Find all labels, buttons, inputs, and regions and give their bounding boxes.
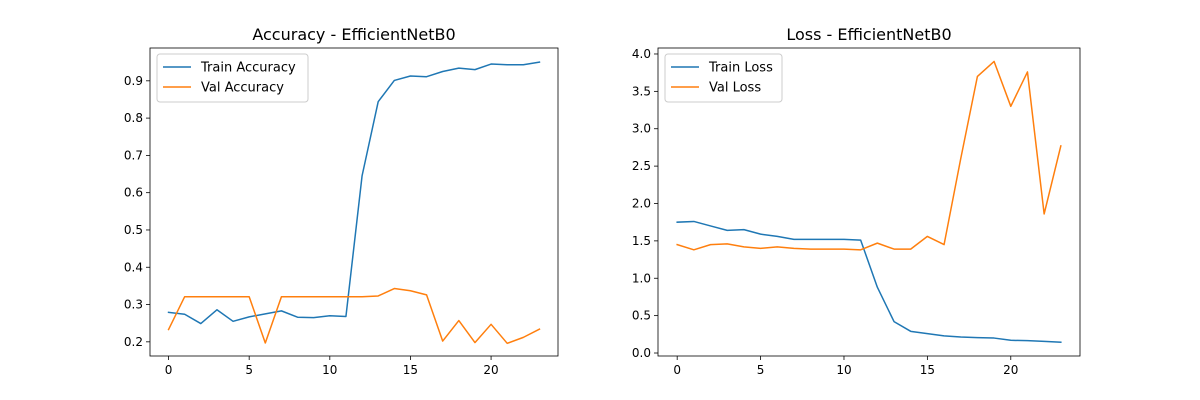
y-tick-label: 3.0 xyxy=(632,122,651,136)
legend-label: Train Loss xyxy=(708,61,773,76)
legend-box xyxy=(156,53,309,103)
legend-box xyxy=(664,53,783,103)
y-tick-label: 0.2 xyxy=(124,335,143,349)
series-line-val-accuracy xyxy=(167,287,541,345)
plot-frame xyxy=(657,47,1081,357)
y-tick-label: 0.5 xyxy=(124,223,143,237)
plot-frame xyxy=(149,47,559,357)
y-tick-label: 2.0 xyxy=(632,196,651,210)
x-tick-label: 5 xyxy=(245,363,253,377)
y-tick-label: 0.8 xyxy=(124,111,143,125)
legend-label: Val Accuracy xyxy=(201,81,284,96)
series-line-train-accuracy xyxy=(167,61,541,325)
y-tick-label: 4.0 xyxy=(632,47,651,61)
x-tick-label: 20 xyxy=(1003,363,1018,377)
y-tick-label: 0.7 xyxy=(124,148,143,162)
series-line-val-loss xyxy=(676,60,1062,251)
y-tick-label: 0.9 xyxy=(124,74,143,88)
legend-label: Val Loss xyxy=(709,81,761,96)
legend-label: Train Accuracy xyxy=(200,61,296,76)
x-tick-label: 0 xyxy=(165,363,173,377)
chart-title: Loss - EfficientNetB0 xyxy=(786,25,951,44)
x-tick-label: 20 xyxy=(483,363,498,377)
y-tick-label: 2.5 xyxy=(632,159,651,173)
x-tick-label: 10 xyxy=(836,363,851,377)
x-tick-label: 10 xyxy=(322,363,337,377)
y-tick-label: 0.6 xyxy=(124,186,143,200)
x-tick-label: 0 xyxy=(673,363,681,377)
y-tick-label: 1.5 xyxy=(632,234,651,248)
x-tick-label: 15 xyxy=(920,363,935,377)
chart-panel-1: Accuracy - EfficientNetB0 0 5 10 15 20 0.2 0.3 0… xyxy=(124,25,559,377)
x-tick-label: 15 xyxy=(403,363,418,377)
x-tick-label: 5 xyxy=(757,363,765,377)
y-tick-label: 1.0 xyxy=(632,271,651,285)
y-tick-label: 3.5 xyxy=(632,84,651,98)
y-tick-label: 0.3 xyxy=(124,298,143,312)
y-tick-label: 0.5 xyxy=(632,309,651,323)
y-tick-label: 0.0 xyxy=(632,346,651,360)
series-line-train-loss xyxy=(676,220,1062,343)
y-tick-label: 0.4 xyxy=(124,260,143,274)
chart-title: Accuracy - EfficientNetB0 xyxy=(252,25,455,44)
chart-panel-2: Loss - EfficientNetB0 0 5 10 15 20 0.0 0.5 1.0 1.… xyxy=(632,25,1081,377)
